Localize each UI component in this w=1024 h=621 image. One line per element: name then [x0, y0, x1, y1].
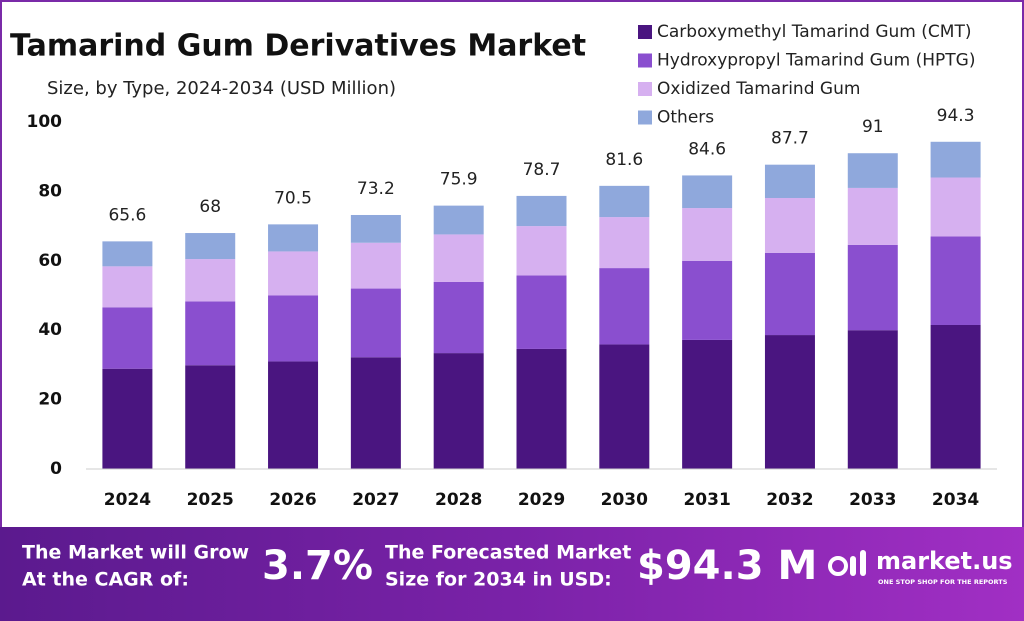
bar-segment — [102, 368, 153, 469]
y-tick-label: 80 — [38, 181, 62, 201]
bar-segment — [268, 361, 319, 469]
bar-segment — [682, 260, 733, 340]
legend-swatch — [638, 110, 652, 125]
bar-segment — [847, 330, 898, 469]
x-tick-label: 2030 — [601, 490, 648, 510]
bar-segment — [185, 301, 236, 366]
bar-segment — [682, 175, 733, 209]
legend-swatch — [638, 82, 652, 96]
forecast-label: The Forecasted Market — [385, 542, 631, 564]
cagr-label: At the CAGR of: — [22, 569, 189, 591]
bar-segment — [516, 348, 567, 469]
total-label: 78.7 — [523, 160, 561, 180]
brand-logo — [828, 550, 866, 576]
bar-segment — [847, 187, 898, 245]
bar-segment — [433, 281, 484, 354]
total-label: 81.6 — [605, 150, 643, 170]
bar-segment — [350, 288, 401, 358]
bar-segment — [599, 185, 650, 218]
bar-segment — [350, 214, 401, 243]
bar-segment — [930, 141, 981, 178]
legend-swatch — [638, 25, 652, 39]
bar-segment — [516, 195, 567, 227]
bar-segment — [930, 324, 981, 469]
y-tick-label: 0 — [50, 459, 62, 479]
bar-segment — [350, 242, 401, 289]
forecast-value: $94.3 M — [637, 543, 817, 589]
bar-segment — [185, 233, 236, 260]
bar-segment — [433, 205, 484, 235]
bar-segment — [268, 251, 319, 296]
y-tick-label: 20 — [38, 390, 62, 410]
bar-segment — [847, 153, 898, 188]
bar-segment — [764, 164, 815, 198]
cagr-label: The Market will Grow — [22, 542, 249, 564]
x-tick-label: 2033 — [849, 490, 896, 510]
total-label: 94.3 — [937, 106, 975, 126]
forecast-label: Size for 2034 in USD: — [385, 569, 612, 591]
bar-segment — [599, 268, 650, 345]
bar-segment — [930, 177, 981, 237]
y-tick-label: 40 — [38, 320, 62, 340]
legend-label: Hydroxypropyl Tamarind Gum (HPTG) — [657, 51, 975, 71]
bar-segment — [764, 197, 815, 253]
bar-segment — [516, 226, 567, 276]
brand-tagline: ONE STOP SHOP FOR THE REPORTS — [878, 578, 1008, 586]
bar-segment — [102, 307, 153, 369]
y-tick-label: 60 — [38, 251, 62, 271]
bar-segment — [433, 234, 484, 282]
total-label: 68 — [199, 197, 221, 217]
x-tick-label: 2027 — [352, 490, 399, 510]
total-label: 73.2 — [357, 179, 395, 199]
legend-label: Oxidized Tamarind Gum — [657, 79, 860, 99]
bar-segment — [516, 275, 567, 349]
x-tick-label: 2024 — [104, 490, 151, 510]
legend-swatch — [638, 53, 652, 68]
bar-segment — [847, 244, 898, 331]
total-label: 87.7 — [771, 129, 809, 149]
bar-segment — [682, 208, 733, 261]
bar-segment — [102, 241, 153, 267]
x-tick-label: 2032 — [766, 490, 813, 510]
bar-segment — [268, 224, 319, 252]
x-tick-label: 2029 — [518, 490, 565, 510]
x-tick-label: 2034 — [932, 490, 979, 510]
y-tick-label: 100 — [27, 112, 63, 132]
brand-name: market.us — [876, 547, 1013, 575]
chart-subtitle: Size, by Type, 2024-2034 (USD Million) — [47, 78, 396, 99]
total-label: 70.5 — [274, 188, 312, 208]
total-label: 65.6 — [108, 205, 146, 225]
chart-title: Tamarind Gum Derivatives Market — [10, 29, 586, 64]
cagr-value: 3.7% — [262, 543, 373, 589]
bar-segment — [433, 353, 484, 469]
total-label: 91 — [862, 117, 884, 137]
bar-segment — [599, 217, 650, 269]
bar-segment — [350, 357, 401, 469]
legend-label: Carboxymethyl Tamarind Gum (CMT) — [657, 22, 971, 42]
total-label: 75.9 — [440, 170, 478, 190]
bar-segment — [102, 266, 153, 308]
bar-segment — [930, 236, 981, 325]
bar-segment — [682, 339, 733, 469]
total-label: 84.6 — [688, 139, 726, 159]
bar-segment — [268, 295, 319, 362]
legend-label: Others — [657, 108, 714, 128]
x-tick-label: 2026 — [269, 490, 316, 510]
x-tick-label: 2031 — [683, 490, 730, 510]
bar-segment — [599, 344, 650, 469]
bar-segment — [185, 365, 236, 469]
x-tick-label: 2028 — [435, 490, 482, 510]
bar-segment — [185, 259, 236, 302]
x-tick-label: 2025 — [187, 490, 234, 510]
bar-segment — [764, 252, 815, 336]
bar-segment — [764, 335, 815, 469]
